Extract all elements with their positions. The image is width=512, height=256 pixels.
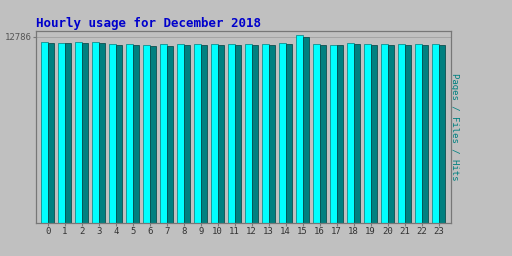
Bar [354,44,360,223]
Bar [313,44,319,223]
Bar [184,45,190,223]
Bar [262,44,269,223]
Bar [65,43,71,223]
Bar [337,45,343,223]
Bar [150,46,156,223]
Bar [143,45,150,223]
Bar [58,43,65,223]
Bar [347,43,354,223]
Bar [388,45,394,223]
Bar [82,43,88,223]
Bar [160,44,167,223]
Bar [245,44,252,223]
Bar [364,44,371,223]
Bar [126,44,133,223]
Bar [99,43,105,223]
Bar [303,37,309,223]
Bar [41,42,48,223]
Bar [398,44,404,223]
Bar [252,45,258,223]
Bar [319,45,326,223]
Bar [279,43,286,223]
Bar [201,45,207,223]
Bar [109,44,116,223]
Bar [92,42,99,223]
Bar [296,35,303,223]
Bar [269,45,275,223]
Bar [415,44,422,223]
Bar [234,45,241,223]
Bar [211,44,218,223]
Bar [133,45,139,223]
Bar [228,44,234,223]
Bar [167,46,173,223]
Bar [330,45,337,223]
Bar [116,45,122,223]
Bar [177,44,184,223]
Bar [286,44,292,223]
Bar [75,42,82,223]
Bar [404,45,411,223]
Bar [422,45,428,223]
Bar [381,44,388,223]
Bar [48,43,54,223]
Y-axis label: Pages / Files / Hits: Pages / Files / Hits [450,73,459,180]
Bar [194,44,201,223]
Bar [432,44,439,223]
Text: Hourly usage for December 2018: Hourly usage for December 2018 [36,17,261,29]
Bar [371,45,377,223]
Bar [218,45,224,223]
Bar [439,45,445,223]
